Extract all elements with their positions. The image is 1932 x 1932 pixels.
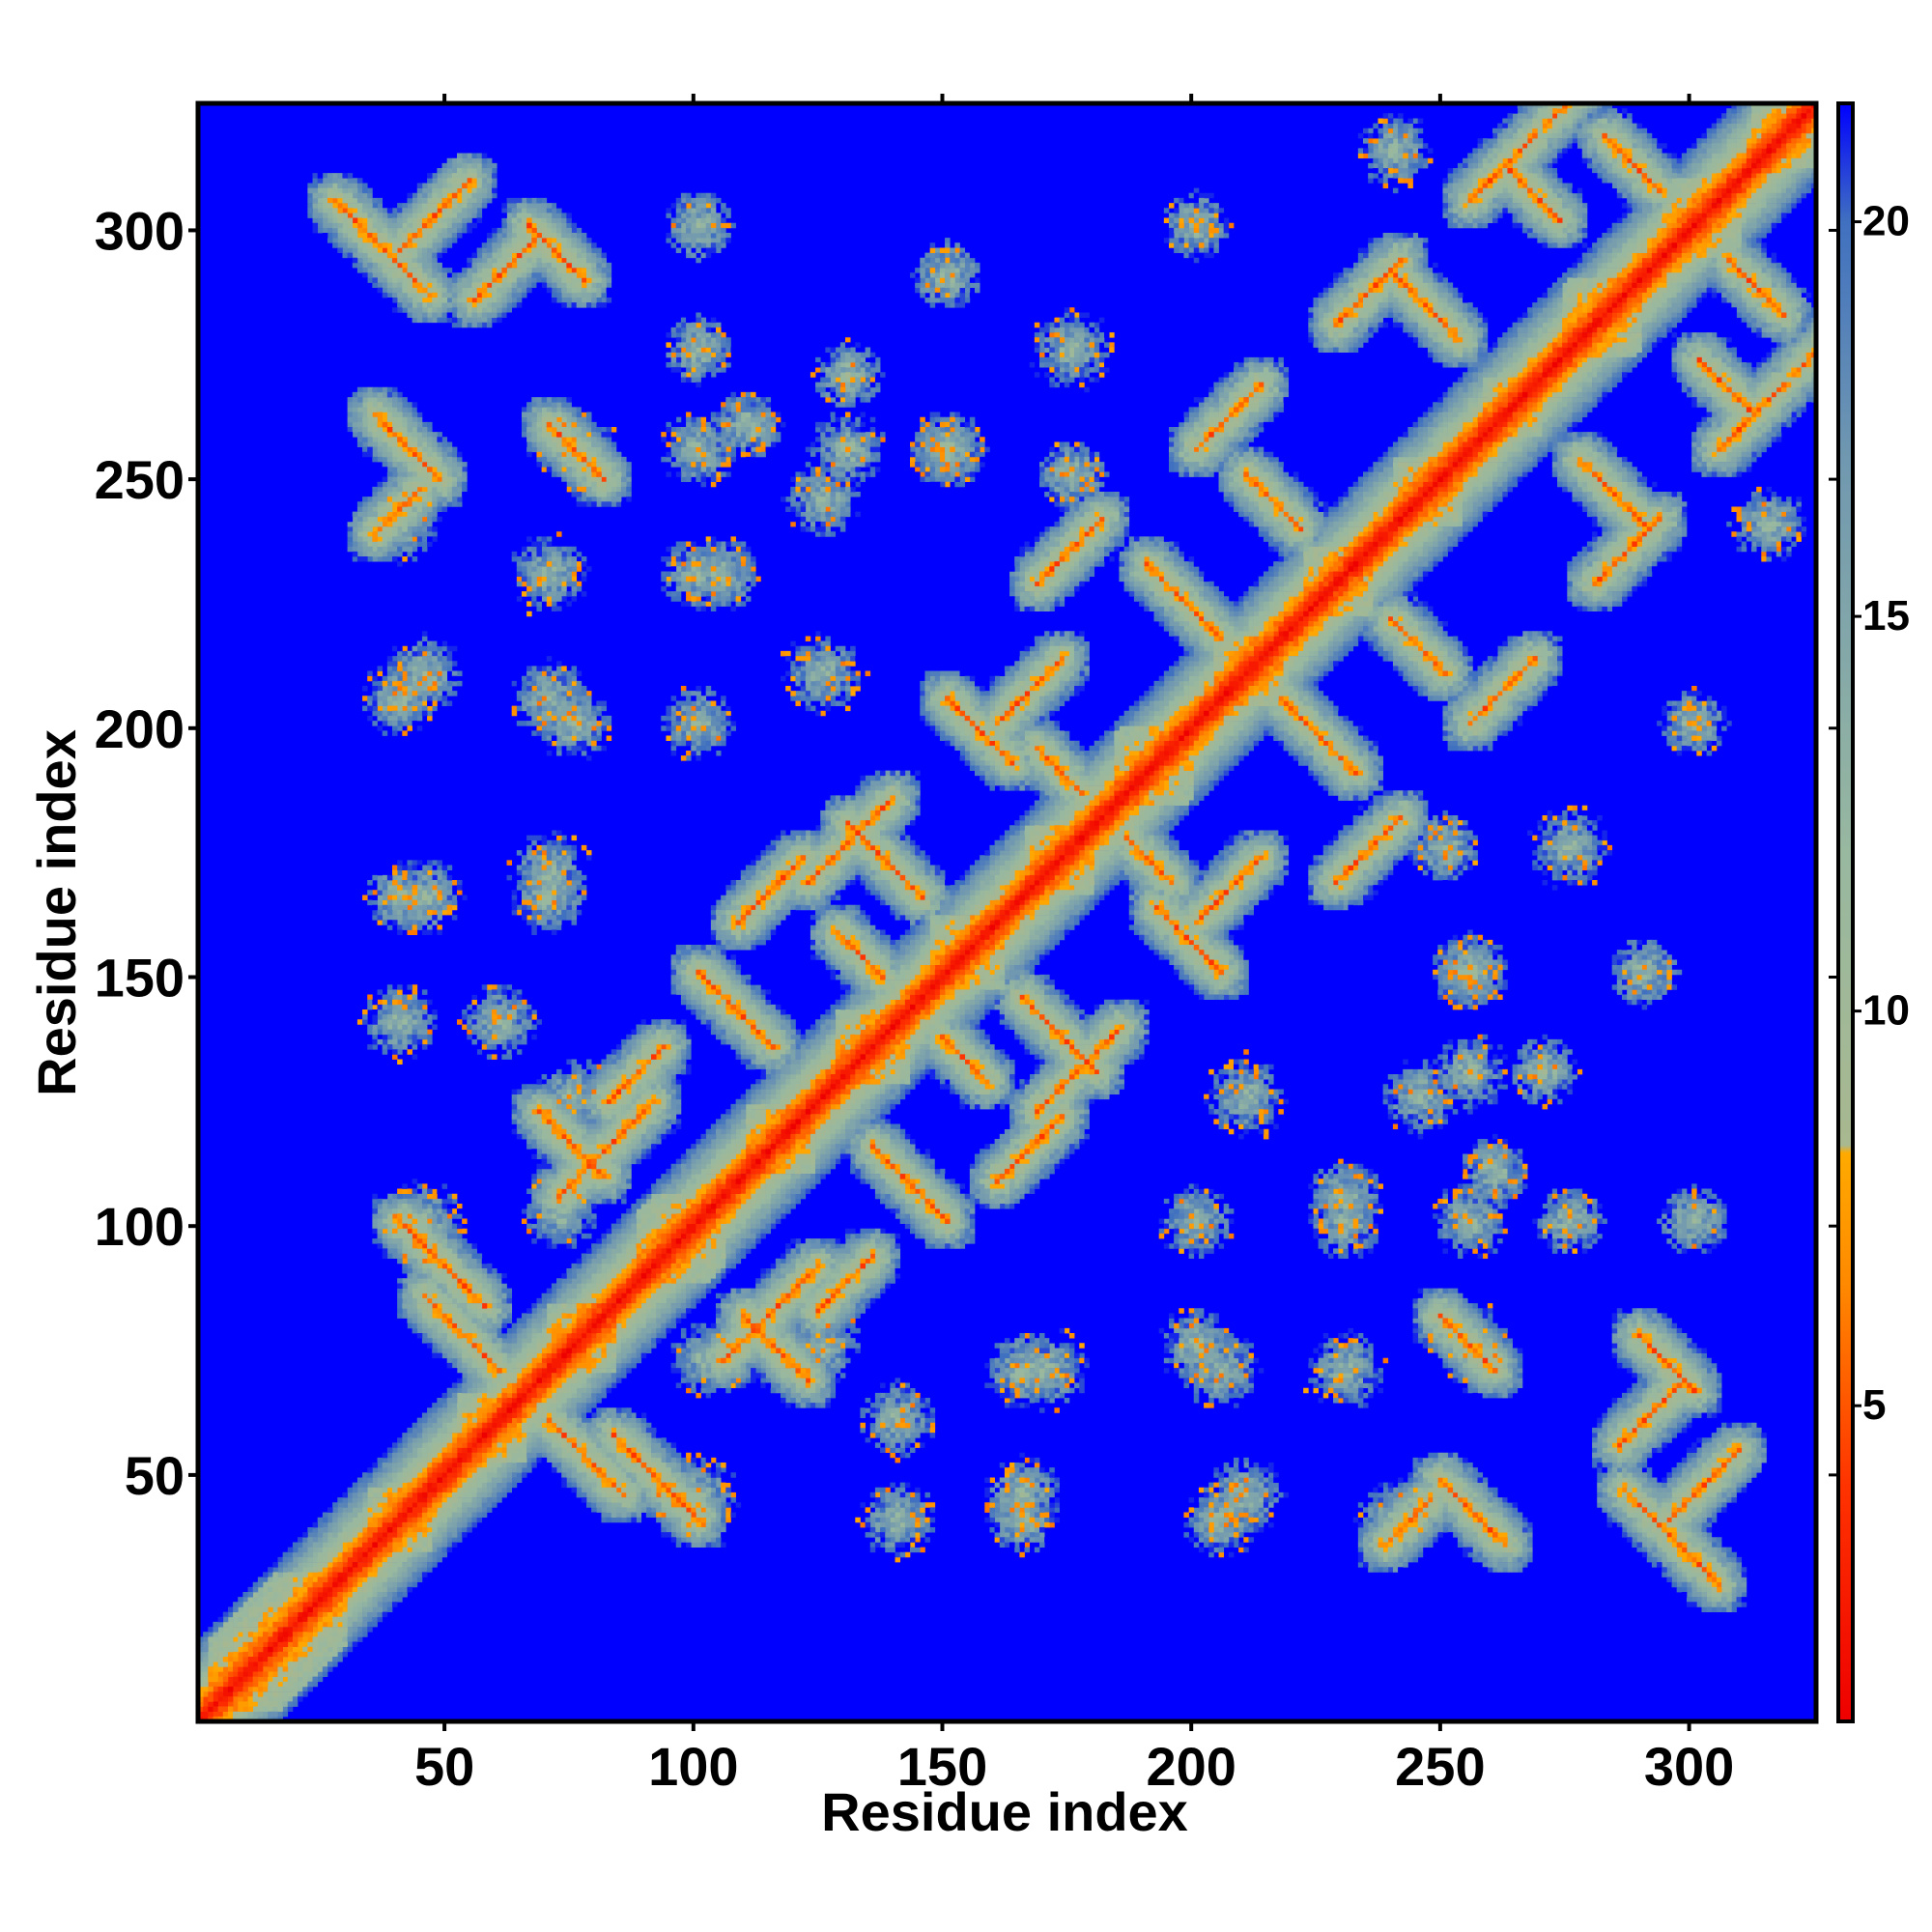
y-axis-ticks: 50 100 150 200 250 300 bbox=[95, 200, 198, 1506]
y-tick-label: 300 bbox=[95, 200, 185, 261]
x-tick-label: 300 bbox=[1644, 1736, 1734, 1797]
colorbar-tick-label: 15 bbox=[1862, 592, 1910, 639]
colorbar-gradient bbox=[1836, 101, 1855, 1723]
y-tick-label: 200 bbox=[95, 698, 185, 759]
heatmap-cells bbox=[198, 103, 1817, 1722]
y-tick-label: 50 bbox=[125, 1445, 185, 1506]
colorbar-tick-label: 5 bbox=[1862, 1381, 1886, 1429]
x-axis-ticks: 50 100 150 200 250 300 bbox=[414, 94, 1734, 1797]
colorbar-tick-label: 20 bbox=[1862, 198, 1910, 245]
y-tick-label: 100 bbox=[95, 1196, 185, 1257]
heatmap-cell-group bbox=[227, 113, 1807, 1692]
x-tick-label: 50 bbox=[414, 1736, 474, 1797]
heatmap-cell-group bbox=[198, 123, 1797, 1722]
heatmap-cell-group bbox=[198, 103, 1817, 1722]
x-tick-label: 100 bbox=[648, 1736, 738, 1797]
x-axis-label: Residue index bbox=[821, 1781, 1188, 1842]
colorbar: 5 10 15 20 bbox=[1829, 101, 1910, 1723]
x-tick-label: 150 bbox=[897, 1736, 987, 1797]
y-tick-label: 250 bbox=[95, 449, 185, 510]
heatmap-cell-group bbox=[203, 103, 1817, 1718]
x-tick-label: 200 bbox=[1146, 1736, 1236, 1797]
y-tick-label: 150 bbox=[95, 948, 185, 1009]
heatmap-cell-group bbox=[208, 103, 1817, 1713]
x-tick-label: 250 bbox=[1395, 1736, 1485, 1797]
y-axis-label: Residue index bbox=[26, 729, 87, 1096]
plot-frame bbox=[195, 100, 1819, 1724]
colorbar-tick-label: 10 bbox=[1862, 987, 1910, 1035]
colorbar-ticks: 5 10 15 20 bbox=[1829, 198, 1910, 1477]
